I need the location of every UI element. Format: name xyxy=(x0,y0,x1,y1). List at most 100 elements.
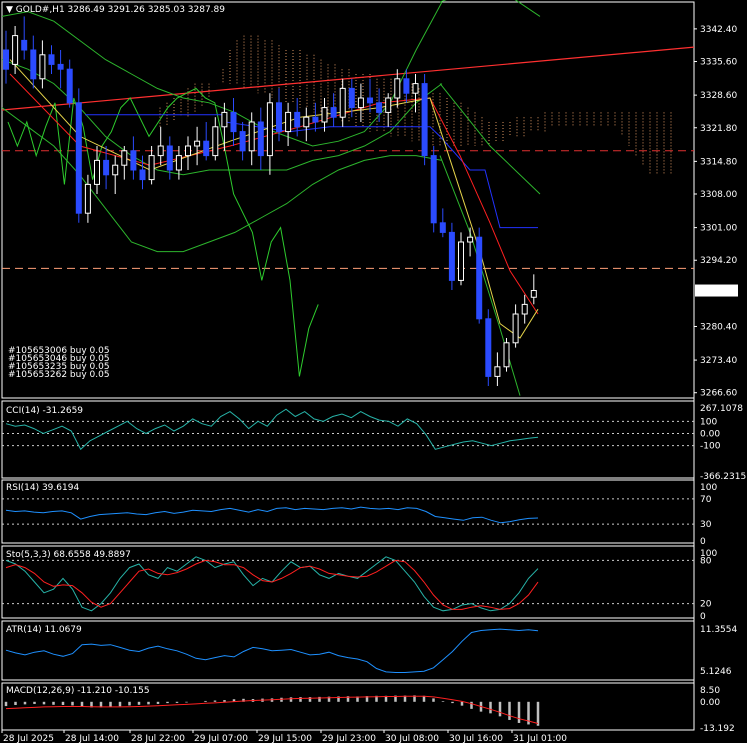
macd-tick-label: 8.50 xyxy=(700,686,720,696)
open-orders-list: #105653006 buy 0.05 #105653046 buy 0.05 … xyxy=(8,346,110,380)
candle-body xyxy=(367,97,373,104)
candle xyxy=(467,227,474,257)
candle-body xyxy=(503,342,510,368)
candle-body xyxy=(385,97,392,113)
candle-body xyxy=(276,102,282,133)
time-tick-label: 28 Jul 22:00 xyxy=(131,734,185,743)
candle-body xyxy=(285,111,292,133)
atr-line xyxy=(5,628,539,673)
candle-body xyxy=(512,313,519,344)
rsi-line xyxy=(5,506,539,524)
candle-body xyxy=(321,107,328,123)
candle xyxy=(503,338,510,372)
candle xyxy=(321,98,328,132)
candle-body xyxy=(339,87,346,118)
macd-tick-label: 0.00 xyxy=(700,698,720,708)
candle-body xyxy=(448,231,455,281)
candle-body xyxy=(294,111,301,128)
candle-body xyxy=(494,366,501,377)
candle xyxy=(212,117,219,161)
candle-body xyxy=(421,83,428,157)
candle xyxy=(339,78,346,127)
candle-body xyxy=(66,68,73,104)
candle xyxy=(421,74,428,166)
sto-tick-label: 100 xyxy=(700,549,717,559)
candle-body xyxy=(39,54,46,80)
time-tick-label: 28 Jul 2025 xyxy=(3,734,54,743)
candle-body xyxy=(185,145,191,157)
sto-tick-label: 80 xyxy=(700,556,712,566)
candle xyxy=(458,232,464,286)
current-price-label: 3287.89 xyxy=(697,287,734,297)
pane-frame-atr xyxy=(1,620,695,681)
candle-body xyxy=(221,111,228,128)
ichimoku-cloud xyxy=(159,35,672,175)
candle xyxy=(248,112,255,166)
cci-tick-label: 267.1078 xyxy=(700,404,743,414)
macd-tick-label: -13.192 xyxy=(700,724,735,734)
candle xyxy=(403,69,410,103)
order-label: #105653235 buy 0.05 xyxy=(8,362,110,372)
current-price-box xyxy=(695,284,738,297)
candle-body xyxy=(476,236,483,320)
candle xyxy=(121,146,128,180)
time-tick-label: 30 Jul 08:00 xyxy=(385,734,439,743)
candle-body xyxy=(303,116,310,128)
candle-body xyxy=(530,290,537,298)
candle-body xyxy=(94,159,100,185)
candle-body xyxy=(403,78,410,94)
pane-frame-rsi xyxy=(1,479,695,544)
candle xyxy=(230,98,237,146)
candle-body xyxy=(48,54,55,65)
candle xyxy=(66,59,73,108)
candle-body xyxy=(203,140,210,157)
price-tick-label: 3301.00 xyxy=(700,224,737,234)
candle xyxy=(130,136,137,180)
candles xyxy=(3,16,537,386)
candle xyxy=(430,146,437,233)
moving-average-yellow xyxy=(9,59,539,339)
candle-body xyxy=(130,150,137,171)
candle-body xyxy=(248,121,255,152)
candle-body xyxy=(394,78,401,99)
rsi-tick-label: 70 xyxy=(700,495,712,505)
price-tick-label: 3294.20 xyxy=(700,256,737,266)
macd-label: MACD(12,26,9) -11.210 -10.155 xyxy=(6,686,150,696)
candle xyxy=(448,222,455,290)
candle-body xyxy=(75,102,82,214)
candle xyxy=(330,93,337,127)
candle xyxy=(494,352,501,386)
cci-label: CCI(14) -31.2659 xyxy=(6,406,83,416)
candle-body xyxy=(439,222,446,233)
candle-body xyxy=(21,39,28,51)
price-tick-label: 3328.60 xyxy=(700,91,737,101)
rsi-tick-label: 0 xyxy=(700,537,706,547)
candle-body xyxy=(312,116,319,123)
candle xyxy=(185,136,191,170)
order-label: #105653006 buy 0.05 xyxy=(8,346,110,356)
price-tick-label: 3280.40 xyxy=(700,322,737,332)
candle-body xyxy=(157,145,164,157)
candle xyxy=(257,107,264,170)
candle-body xyxy=(458,241,464,281)
candle xyxy=(376,88,383,122)
candle xyxy=(276,88,282,142)
candle-body xyxy=(412,83,419,94)
candle xyxy=(148,146,155,185)
candle-body xyxy=(430,155,437,224)
cci-tick-label: 0.00 xyxy=(700,429,720,439)
candle xyxy=(175,146,182,180)
price-tick-label: 3266.60 xyxy=(700,389,737,399)
sto-signal-line xyxy=(5,559,539,610)
atr-tick-label: 11.3554 xyxy=(700,625,737,635)
cci-line xyxy=(5,408,539,451)
price-tick-label: 3342.40 xyxy=(700,25,737,35)
candle-body xyxy=(348,87,355,109)
candle xyxy=(521,294,528,324)
candle xyxy=(12,26,19,74)
candle xyxy=(203,122,210,161)
candle xyxy=(75,88,82,223)
candle xyxy=(39,40,46,89)
time-tick-label: 28 Jul 14:00 xyxy=(65,734,119,743)
